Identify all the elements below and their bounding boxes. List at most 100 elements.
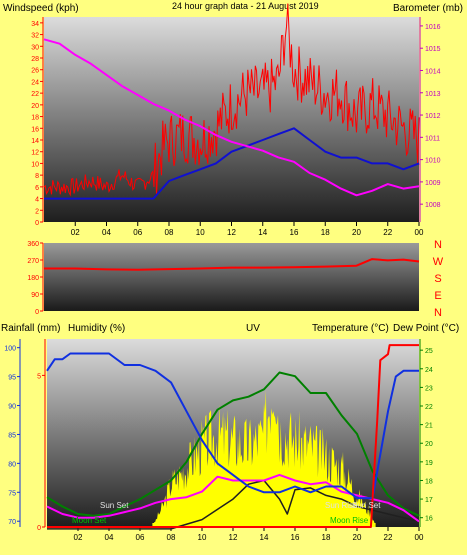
barometer-tick-label: 1012 xyxy=(425,113,441,120)
barometer-tick-label: 1008 xyxy=(425,202,441,209)
barometer-tick-label: 1014 xyxy=(425,68,441,75)
temperature-axis-label: Temperature (°C) xyxy=(312,323,389,334)
humidity-tick-label: 75 xyxy=(8,490,16,497)
windspeed-tick-label: 22 xyxy=(31,91,39,98)
chart-title: 24 hour graph data - 21 August 2019 xyxy=(172,1,319,11)
x-tick-label: 18 xyxy=(322,533,331,542)
windspeed-tick-label: 6 xyxy=(35,185,39,192)
direction-tick-label: 90 xyxy=(31,292,39,299)
x-tick-label: 14 xyxy=(260,533,269,542)
windspeed-tick-label: 14 xyxy=(31,138,39,145)
x-tick-label: 00 xyxy=(415,533,424,542)
windspeed-tick-label: 34 xyxy=(31,21,39,28)
temperature-ticks: 16 17 18 19 20 21 22 23 24 25 xyxy=(419,339,433,527)
x-tick-label: 14 xyxy=(258,228,267,237)
wind-gust-line xyxy=(43,3,420,197)
temperature-tick-label: 25 xyxy=(425,348,433,355)
compass-label: S xyxy=(434,273,441,285)
windspeed-tick-label: 32 xyxy=(31,33,39,40)
windspeed-tick-label: 12 xyxy=(31,150,39,157)
barometer-tick-label: 1011 xyxy=(425,135,440,142)
windspeed-tick-label: 28 xyxy=(31,56,39,63)
x-tick-label: 08 xyxy=(165,228,174,237)
barometer-tick-label: 1016 xyxy=(425,24,441,31)
wind-average-line xyxy=(44,127,420,200)
x-tick-label: 22 xyxy=(384,533,393,542)
temperature-tick-label: 21 xyxy=(425,423,433,430)
x-tick-label: 08 xyxy=(167,533,176,542)
direction-tick-label: 0 xyxy=(35,309,39,316)
rainfall-tick-label: 0 xyxy=(37,525,41,532)
dewpoint-line xyxy=(47,479,420,530)
x-tick-label: 16 xyxy=(291,533,300,542)
temperature-line xyxy=(46,371,420,517)
x-tick-label: 22 xyxy=(383,228,392,237)
x-tick-label: 20 xyxy=(352,228,361,237)
humidity-line xyxy=(46,352,419,500)
astronomy-annotation: Sun Set xyxy=(100,501,129,510)
temperature-tick-label: 17 xyxy=(425,497,433,504)
wind-pressure-time-ticks: 02 04 06 08 10 12 14 16 18 20 22 00 xyxy=(71,222,424,237)
windspeed-tick-label: 30 xyxy=(31,44,39,51)
humidity-tick-label: 70 xyxy=(8,519,16,526)
x-tick-label: 16 xyxy=(290,228,299,237)
daylight-band xyxy=(152,523,376,527)
rainfall-tick-label: 5 xyxy=(37,373,41,380)
x-tick-label: 10 xyxy=(198,533,207,542)
windspeed-tick-label: 8 xyxy=(35,173,39,180)
x-tick-label: 10 xyxy=(196,228,205,237)
wind-direction-series xyxy=(44,258,420,271)
compass-label: N xyxy=(434,307,442,319)
x-tick-label: 06 xyxy=(136,533,145,542)
astronomy-annotation: Moon Set xyxy=(72,516,107,525)
humidity-tick-label: 95 xyxy=(8,375,16,382)
x-tick-label: 02 xyxy=(74,533,83,542)
temperature-tick-label: 19 xyxy=(425,460,433,467)
compass-label: N xyxy=(434,239,442,251)
windspeed-tick-label: 10 xyxy=(31,161,39,168)
x-tick-label: 04 xyxy=(105,533,114,542)
humidity-tick-label: 85 xyxy=(8,432,16,439)
barometer-tick-label: 1013 xyxy=(425,91,441,98)
temperature-tick-label: 22 xyxy=(425,404,433,411)
astronomy-annotation: Sun Rise xyxy=(325,501,358,510)
compass-label: E xyxy=(434,290,441,302)
windspeed-tick-label: 4 xyxy=(35,197,39,204)
x-tick-label: 12 xyxy=(227,228,236,237)
rainfall-ticks: 05 xyxy=(37,339,46,532)
x-tick-label: 12 xyxy=(229,533,238,542)
direction-ticks: 0 90 180 270 360 xyxy=(27,241,44,316)
windspeed-tick-label: 24 xyxy=(31,79,39,86)
uv-axis-label: UV xyxy=(246,323,260,334)
barometer-tick-label: 1015 xyxy=(425,46,441,53)
wind-pressure-series xyxy=(43,3,420,200)
x-tick-label: 04 xyxy=(102,228,111,237)
x-tick-label: 18 xyxy=(321,228,330,237)
direction-tick-label: 270 xyxy=(27,258,39,265)
x-tick-label: 20 xyxy=(353,533,362,542)
windspeed-tick-label: 26 xyxy=(31,68,39,75)
temperature-tick-label: 16 xyxy=(425,516,433,523)
barometer-ticks: 1008 1009 1010 1011 1012 1013 1014 1015 1016 xyxy=(419,17,441,222)
x-tick-label: 00 xyxy=(415,228,424,237)
windspeed-tick-label: 0 xyxy=(35,220,39,227)
windspeed-tick-label: 2 xyxy=(35,208,39,215)
windspeed-axis-label: Windspeed (kph) xyxy=(3,3,79,14)
windspeed-tick-label: 16 xyxy=(31,126,39,133)
wind-direction-line xyxy=(44,258,420,271)
humidity-tick-label: 90 xyxy=(8,404,16,411)
humidity-ticks: 70 75 80 85 90 95 100 xyxy=(4,339,21,527)
direction-tick-label: 360 xyxy=(27,241,39,248)
rainfall-axis-label: Rainfall (mm) xyxy=(1,323,60,334)
temperature-tick-label: 24 xyxy=(425,367,433,374)
barometer-tick-label: 1009 xyxy=(425,180,441,187)
dewpoint-axis-label: Dew Point (°C) xyxy=(393,323,459,334)
compass-label: W xyxy=(433,256,444,268)
barometer-axis-label: Barometer (mb) xyxy=(393,3,463,14)
windspeed-tick-label: 20 xyxy=(31,103,39,110)
